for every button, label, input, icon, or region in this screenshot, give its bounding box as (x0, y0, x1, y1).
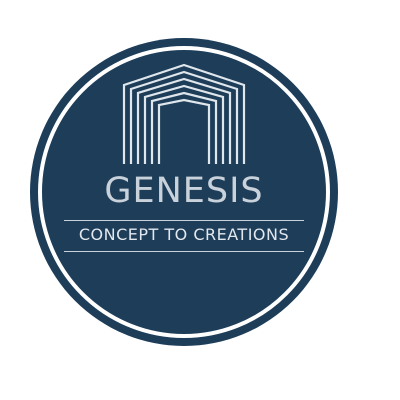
tagline-rule-top (64, 220, 304, 221)
tagline: CONCEPT TO CREATIONS (78, 225, 290, 244)
tagline-rule-bottom (64, 251, 304, 252)
badge-ring (38, 46, 330, 338)
nested-arch-house-icon (122, 63, 246, 164)
logo-badge: GENESIS CONCEPT TO CREATIONS (30, 38, 338, 346)
brand-name: GENESIS (104, 171, 264, 211)
